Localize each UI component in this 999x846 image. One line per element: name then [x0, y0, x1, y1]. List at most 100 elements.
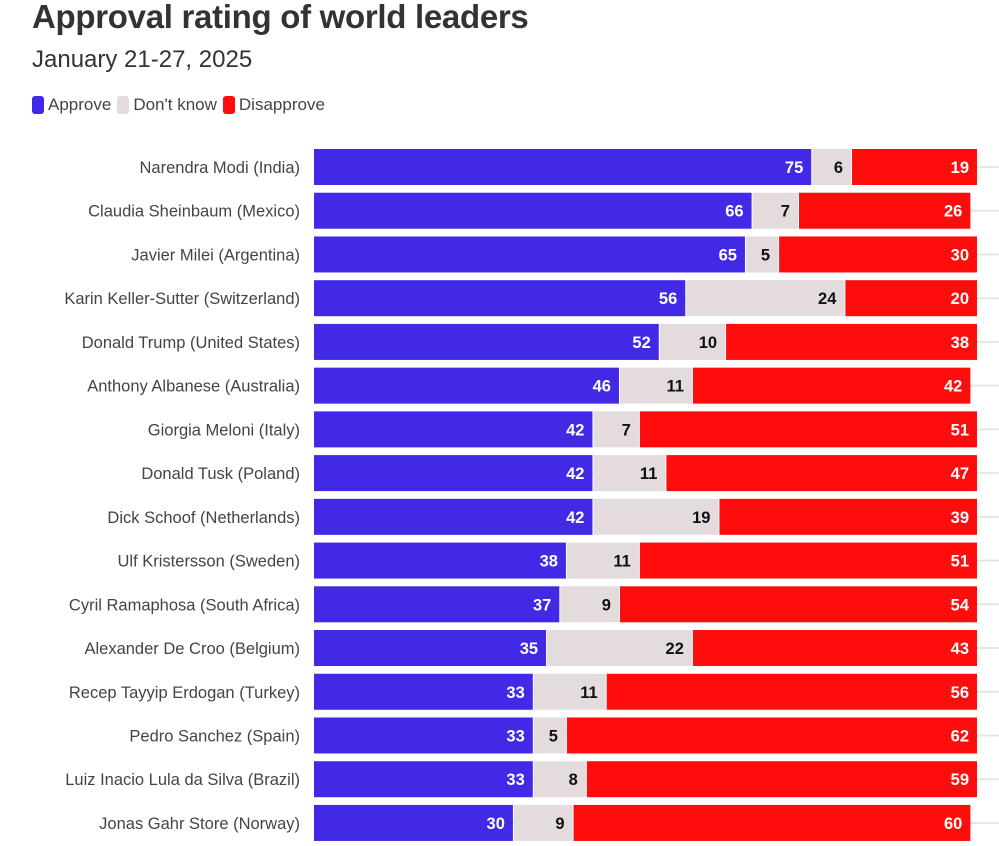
bar-don-t-know[interactable]	[593, 455, 666, 492]
bar-approve[interactable]	[314, 411, 593, 448]
bar-disapprove[interactable]	[639, 411, 977, 448]
bar-disapprove[interactable]	[852, 149, 977, 185]
chart-subtitle: January 21-27, 2025	[32, 46, 253, 73]
data-label-disapprove: 43	[951, 640, 969, 658]
bar-don-t-know[interactable]	[659, 323, 726, 360]
category-label: Dick Schoof (Netherlands)	[107, 509, 300, 527]
data-label-approve: 33	[506, 771, 524, 789]
legend-label-dont-know: Don't know	[133, 95, 217, 114]
bar-don-t-know[interactable]	[593, 411, 639, 448]
bar-disapprove[interactable]	[692, 367, 971, 404]
bar-disapprove[interactable]	[586, 761, 977, 798]
data-label-don-t-know: 11	[666, 378, 683, 396]
bar-don-t-know[interactable]	[812, 149, 852, 185]
bar-disapprove[interactable]	[726, 323, 977, 360]
bar-don-t-know[interactable]	[533, 717, 566, 754]
bar-disapprove[interactable]	[692, 630, 977, 667]
data-label-don-t-know: 11	[580, 684, 597, 702]
legend-label-approve: Approve	[48, 95, 112, 114]
category-label: Pedro Sanchez (Spain)	[129, 727, 300, 745]
bar-don-t-know[interactable]	[752, 192, 798, 229]
bar-disapprove[interactable]	[845, 280, 977, 317]
data-label-disapprove: 42	[944, 378, 962, 396]
bar-approve[interactable]	[314, 149, 812, 185]
data-label-approve: 30	[487, 815, 505, 833]
bar-approve[interactable]	[314, 673, 533, 710]
data-label-disapprove: 60	[944, 815, 962, 833]
legend-item-approve[interactable]: Approve	[32, 95, 111, 115]
bar-don-t-know[interactable]	[547, 630, 692, 667]
data-label-approve: 65	[719, 246, 737, 264]
bar-disapprove[interactable]	[606, 673, 977, 710]
legend-swatch-disapprove	[222, 96, 235, 114]
bar-disapprove[interactable]	[573, 804, 971, 841]
data-label-disapprove: 26	[944, 203, 962, 221]
bar-don-t-know[interactable]	[566, 542, 639, 579]
data-label-approve: 33	[506, 684, 524, 702]
data-label-don-t-know: 19	[692, 509, 710, 527]
data-label-don-t-know: 5	[549, 727, 558, 745]
data-label-disapprove: 59	[951, 771, 969, 789]
data-label-approve: 35	[520, 640, 538, 658]
category-label: Karin Keller-Sutter (Switzerland)	[64, 290, 300, 308]
category-label: Narendra Modi (India)	[140, 159, 301, 177]
bar-approve[interactable]	[314, 192, 752, 229]
bar-don-t-know[interactable]	[560, 586, 619, 623]
legend-item-dont-know[interactable]: Don't know	[117, 95, 217, 115]
bar-don-t-know[interactable]	[745, 236, 779, 273]
data-label-don-t-know: 11	[640, 465, 657, 483]
bar-approve[interactable]	[314, 236, 745, 273]
bar-approve[interactable]	[314, 761, 533, 798]
bar-don-t-know[interactable]	[533, 673, 606, 710]
bar-approve[interactable]	[314, 542, 566, 579]
legend-item-disapprove[interactable]: Disapprove	[222, 95, 325, 115]
data-label-disapprove: 51	[951, 421, 969, 439]
bar-don-t-know[interactable]	[533, 761, 586, 798]
data-label-don-t-know: 9	[555, 815, 564, 833]
legend-swatch-dont-know	[117, 96, 130, 114]
data-label-approve: 42	[566, 421, 584, 439]
bar-disapprove[interactable]	[666, 455, 977, 492]
data-label-approve: 42	[566, 465, 584, 483]
category-label: Claudia Sheinbaum (Mexico)	[88, 203, 300, 221]
data-label-disapprove: 30	[951, 246, 969, 264]
bar-approve[interactable]	[314, 717, 533, 754]
bar-disapprove[interactable]	[619, 586, 977, 623]
bar-disapprove[interactable]	[779, 236, 977, 273]
bar-disapprove[interactable]	[639, 542, 977, 579]
bar-approve[interactable]	[314, 630, 547, 667]
data-label-approve: 52	[632, 334, 650, 352]
bar-approve[interactable]	[314, 455, 593, 492]
data-label-don-t-know: 5	[761, 246, 770, 264]
data-label-approve: 38	[540, 553, 558, 571]
bar-approve[interactable]	[314, 586, 560, 623]
data-label-approve: 42	[566, 509, 584, 527]
data-label-don-t-know: 6	[834, 159, 843, 177]
bar-approve[interactable]	[314, 280, 686, 317]
bar-don-t-know[interactable]	[593, 498, 719, 535]
bar-don-t-know[interactable]	[619, 367, 692, 404]
bar-approve[interactable]	[314, 498, 593, 535]
bar-disapprove[interactable]	[719, 498, 977, 535]
data-label-disapprove: 47	[951, 465, 969, 483]
legend-swatch-approve	[32, 96, 44, 114]
data-label-disapprove: 20	[951, 290, 969, 308]
data-label-approve: 37	[533, 596, 551, 614]
bar-disapprove[interactable]	[566, 717, 977, 754]
bar-approve[interactable]	[314, 367, 619, 404]
category-label: Donald Trump (United States)	[82, 334, 300, 352]
data-label-approve: 46	[593, 378, 611, 396]
bar-approve[interactable]	[314, 323, 659, 360]
bar-don-t-know[interactable]	[513, 804, 573, 841]
legend: Approve Don't know Disapprove	[32, 95, 331, 115]
data-label-approve: 75	[785, 159, 803, 177]
bar-approve[interactable]	[314, 804, 513, 841]
category-label: Cyril Ramaphosa (South Africa)	[69, 596, 300, 614]
data-label-don-t-know: 22	[666, 640, 684, 658]
legend-label-disapprove: Disapprove	[238, 95, 325, 114]
data-label-don-t-know: 7	[622, 421, 631, 439]
bar-don-t-know[interactable]	[686, 280, 845, 317]
bar-disapprove[interactable]	[798, 192, 971, 229]
data-label-don-t-know: 10	[699, 334, 717, 352]
chart-title: Approval rating of world leaders	[32, 0, 529, 35]
